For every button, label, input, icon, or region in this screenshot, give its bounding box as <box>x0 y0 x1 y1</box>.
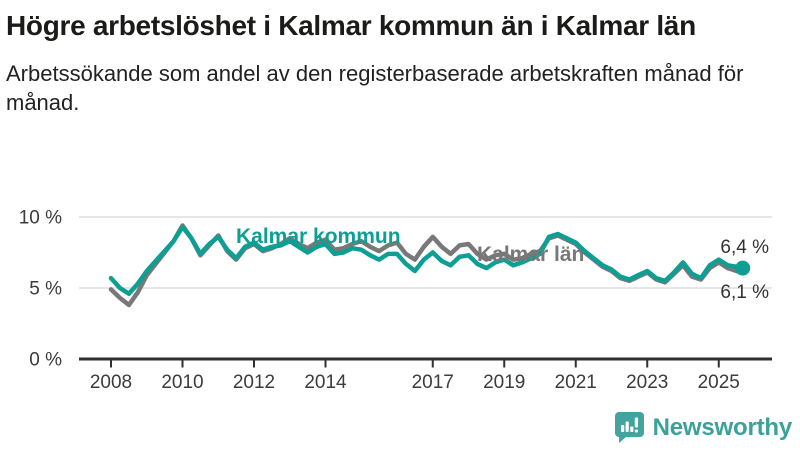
x-tick-label: 2010 <box>161 372 203 393</box>
chart-header: Högre arbetslöshet i Kalmar kommun än i … <box>0 0 800 117</box>
x-tick-label: 2012 <box>233 372 275 393</box>
series-end-dot-kalmar-kommun <box>735 260 751 276</box>
x-tick-label: 2021 <box>555 372 597 393</box>
end-value-label-kalmar-kommun: 6,4 % <box>720 237 769 258</box>
x-tick-label: 2017 <box>412 372 454 393</box>
x-tick-label: 2023 <box>626 372 668 393</box>
x-tick-label: 2025 <box>698 372 740 393</box>
x-tick-label: 2019 <box>483 372 525 393</box>
series-line-kalmar-kommun <box>108 224 745 296</box>
y-tick-label: 5 % <box>29 279 62 300</box>
y-tick-label: 10 % <box>19 208 62 229</box>
newsworthy-logo: Newsworthy <box>614 411 792 444</box>
y-tick-label: 0 % <box>29 350 62 371</box>
exclamation-dot <box>634 429 638 433</box>
series-label-kalmar-kommun: Kalmar kommun <box>236 225 401 248</box>
speech-bubble-shape <box>614 412 644 443</box>
chart-title: Högre arbetslöshet i Kalmar kommun än i … <box>6 10 696 41</box>
exclamation-bar <box>634 417 638 428</box>
newsworthy-logo-text: Newsworthy <box>652 413 793 441</box>
newsworthy-logo-icon <box>614 412 644 443</box>
series-line-kalmar-l-n <box>108 223 745 308</box>
series-label-kalmar-l-n: Kalmar län <box>477 243 584 266</box>
x-tick-label: 2008 <box>90 372 132 393</box>
chart-subtitle: Arbetssökande som andel av den registerb… <box>6 61 744 116</box>
x-tick-label: 2014 <box>304 372 347 393</box>
end-value-label-kalmar-l-n: 6,1 % <box>720 282 769 303</box>
bar-chart-glyph <box>620 417 638 433</box>
